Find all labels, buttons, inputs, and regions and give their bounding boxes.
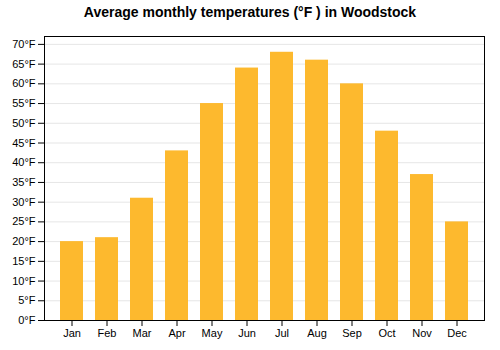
svg-text:Nov: Nov — [412, 327, 432, 339]
svg-text:Aug: Aug — [307, 327, 327, 339]
svg-text:5°F: 5°F — [18, 294, 36, 306]
html-text:Average monthly temperatures (: Average monthly temperatures (°F ) in Wo… — [83, 4, 417, 20]
svg-text:Jan: Jan — [63, 327, 81, 339]
svg-text:35°F: 35°F — [12, 176, 36, 188]
svg-text:10°F: 10°F — [12, 275, 36, 287]
svg-text:Mar: Mar — [133, 327, 152, 339]
svg-text:Jun: Jun — [238, 327, 256, 339]
svg-text:Feb: Feb — [98, 327, 117, 339]
svg-text:0°F: 0°F — [18, 314, 36, 326]
svg-text:Apr: Apr — [168, 327, 185, 339]
svg-text:40°F: 40°F — [12, 156, 36, 168]
svg-text:60°F: 60°F — [12, 77, 36, 89]
svg-text:30°F: 30°F — [12, 196, 36, 208]
svg-text:50°F: 50°F — [12, 117, 36, 129]
svg-text:55°F: 55°F — [12, 97, 36, 109]
svg-text:Dec: Dec — [447, 327, 467, 339]
svg-text:15°F: 15°F — [12, 255, 36, 267]
svg-text:20°F: 20°F — [12, 235, 36, 247]
svg-text:65°F: 65°F — [12, 58, 36, 70]
svg-text:Sep: Sep — [342, 327, 362, 339]
svg-text:Oct: Oct — [378, 327, 395, 339]
svg-text:25°F: 25°F — [12, 215, 36, 227]
svg-text:45°F: 45°F — [12, 137, 36, 149]
svg-text:70°F: 70°F — [12, 38, 36, 50]
svg-text:May: May — [202, 327, 223, 339]
svg-text:Jul: Jul — [275, 327, 289, 339]
